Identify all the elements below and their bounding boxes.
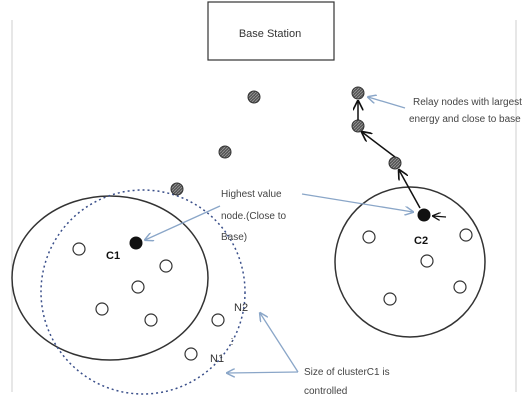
member-node-n1 <box>184 347 198 361</box>
member-node <box>144 313 158 327</box>
cluster-c2-boundary <box>334 186 486 338</box>
relay-node <box>218 145 232 159</box>
relay-line1: Relay nodes with largest <box>413 97 522 108</box>
annotation-highest-value: Highest value node.(Close to Base) <box>221 189 286 243</box>
member-node <box>72 242 86 256</box>
n2-label: N2 <box>234 302 248 314</box>
member-node <box>453 280 467 294</box>
annotation-relay: Relay nodes with largest energy and clos… <box>409 97 522 125</box>
member-node <box>420 254 434 268</box>
relay-arrow-lower-to-middle <box>362 132 396 158</box>
base-station-label: Base Station <box>239 28 301 40</box>
base-station: Base Station <box>207 1 335 61</box>
arrow-to-c2-head <box>301 193 413 212</box>
cluster-head-c1 <box>129 236 143 250</box>
annotation-cluster-size: Size of clusterC1 is controlled <box>304 367 390 397</box>
arrow-to-c1-head <box>145 205 221 240</box>
cluster-head-c2 <box>417 208 431 222</box>
member-node <box>95 302 109 316</box>
c1-label: C1 <box>106 250 120 262</box>
cluster-c1-boundary <box>11 195 209 361</box>
n1-label: N1 <box>210 353 224 365</box>
highest-value-line1: Highest value <box>221 189 282 200</box>
relay-line2: energy and close to base <box>409 114 521 125</box>
arrow-to-controlled-boundary <box>227 372 299 373</box>
member-node <box>362 230 376 244</box>
relay-node-middle <box>351 119 365 133</box>
highest-value-line2: node.(Close to <box>221 211 286 222</box>
relay-arrow-c2-to-lower <box>399 170 421 209</box>
cluster-c1-controlled-boundary <box>40 189 246 395</box>
cluster-size-line2: controlled <box>304 386 347 397</box>
member-node <box>383 292 397 306</box>
relay-node-lower <box>388 156 402 170</box>
relay-node-top <box>351 86 365 100</box>
relay-node <box>247 90 261 104</box>
relay-node <box>170 182 184 196</box>
highest-value-line3: Base) <box>221 232 247 243</box>
member-node <box>131 280 145 294</box>
member-node <box>459 228 473 242</box>
member-node <box>159 259 173 273</box>
member-node-n2 <box>211 313 225 327</box>
c2-label: C2 <box>414 235 428 247</box>
arrow-to-n2 <box>260 313 299 373</box>
cluster-size-line1: Size of clusterC1 is <box>304 367 390 378</box>
c2-incoming-arrow <box>433 216 447 217</box>
arrow-to-relay <box>368 97 406 109</box>
